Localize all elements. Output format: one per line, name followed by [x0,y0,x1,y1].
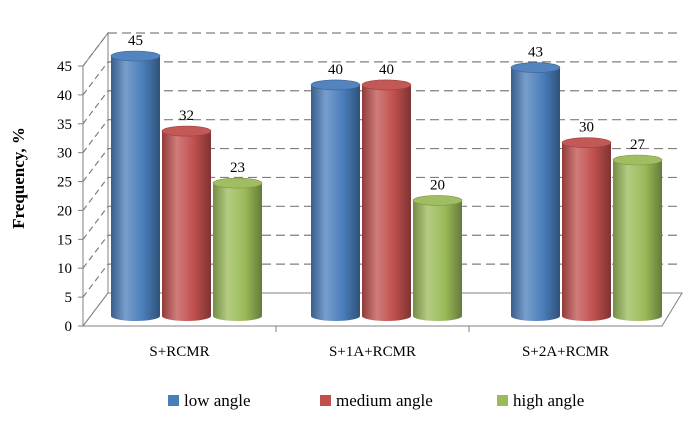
legend: low angle medium angle high angle [168,391,584,410]
bar-medium-angle-3 [561,137,612,321]
bar-body [413,200,462,321]
y-tick-label: 45 [57,59,72,75]
y-tick-label: 25 [57,175,72,191]
y-axis-title: Frequency, % [9,127,28,229]
gridline-side [82,61,109,96]
y-tick-label: 5 [65,290,73,306]
y-tick-label: 20 [57,203,72,219]
bar-high-angle-3 [612,154,663,321]
gridline-side [82,234,109,269]
value-label: 32 [179,108,194,124]
bar-body [311,84,360,321]
y-tick-label: 35 [57,117,72,133]
legend-item: low angle [168,391,251,410]
bar-low-angle-1 [110,50,161,321]
gridline-side [82,148,109,182]
value-label: 40 [379,62,394,78]
value-label: 30 [579,120,594,136]
gridline-side [82,119,109,154]
bar-medium-angle-2 [361,79,412,321]
y-tick-label: 30 [57,146,72,162]
side-wall [82,31,109,327]
y-tick-label: 10 [57,261,72,277]
bar-top [161,125,212,137]
legend-label: high angle [513,391,584,410]
legend-label: medium angle [336,391,433,410]
x-axis-labels: S+RCMR S+1A+RCMR S+2A+RCMR [149,344,609,360]
category-label: S+RCMR [149,344,209,360]
bar-top [110,50,161,62]
value-label: 20 [430,177,445,193]
gridline-side [82,177,109,211]
value-labels: 45 32 23 40 40 20 43 30 27 [128,33,646,193]
y-tick-label: 15 [57,232,72,248]
bar-body [212,183,262,321]
bar-low-angle-3 [510,62,561,321]
bar-top [361,79,412,91]
y-tick-label: 40 [57,88,72,104]
gridline-side [82,205,109,240]
bar-body [111,56,160,321]
bar-top [612,154,663,166]
bar-top [310,79,361,91]
gridline-side [82,90,109,125]
bar-low-angle-2 [310,79,361,321]
bar-high-angle-1 [212,177,263,321]
bar-top [212,177,263,189]
value-label: 45 [128,33,143,49]
bar-body [511,67,560,321]
bar-body [613,160,662,321]
bars [110,50,663,321]
legend-item: medium angle [320,391,433,410]
legend-swatch [497,395,508,406]
category-label: S+1A+RCMR [329,344,416,360]
bar-high-angle-2 [412,195,463,321]
legend-item: high angle [497,391,584,410]
category-label: S+2A+RCMR [522,344,609,360]
bar-body [162,131,211,321]
y-axis-ticks: 0 5 10 15 20 25 30 35 40 45 [57,59,470,335]
legend-label: low angle [184,391,251,410]
bar-medium-angle-1 [161,125,212,321]
bar-body [362,84,411,321]
bar-top [561,137,612,148]
y-tick-label: 0 [65,319,73,335]
bar-body [561,142,611,321]
gridline-side [82,263,109,298]
legend-swatch [320,395,331,406]
gridline-side [82,32,109,67]
bar-top [412,195,463,206]
bar-top [510,62,561,73]
legend-swatch [168,395,179,406]
value-label: 27 [630,137,646,153]
value-label: 40 [328,62,343,78]
value-label: 43 [528,45,543,61]
value-label: 23 [230,160,245,176]
